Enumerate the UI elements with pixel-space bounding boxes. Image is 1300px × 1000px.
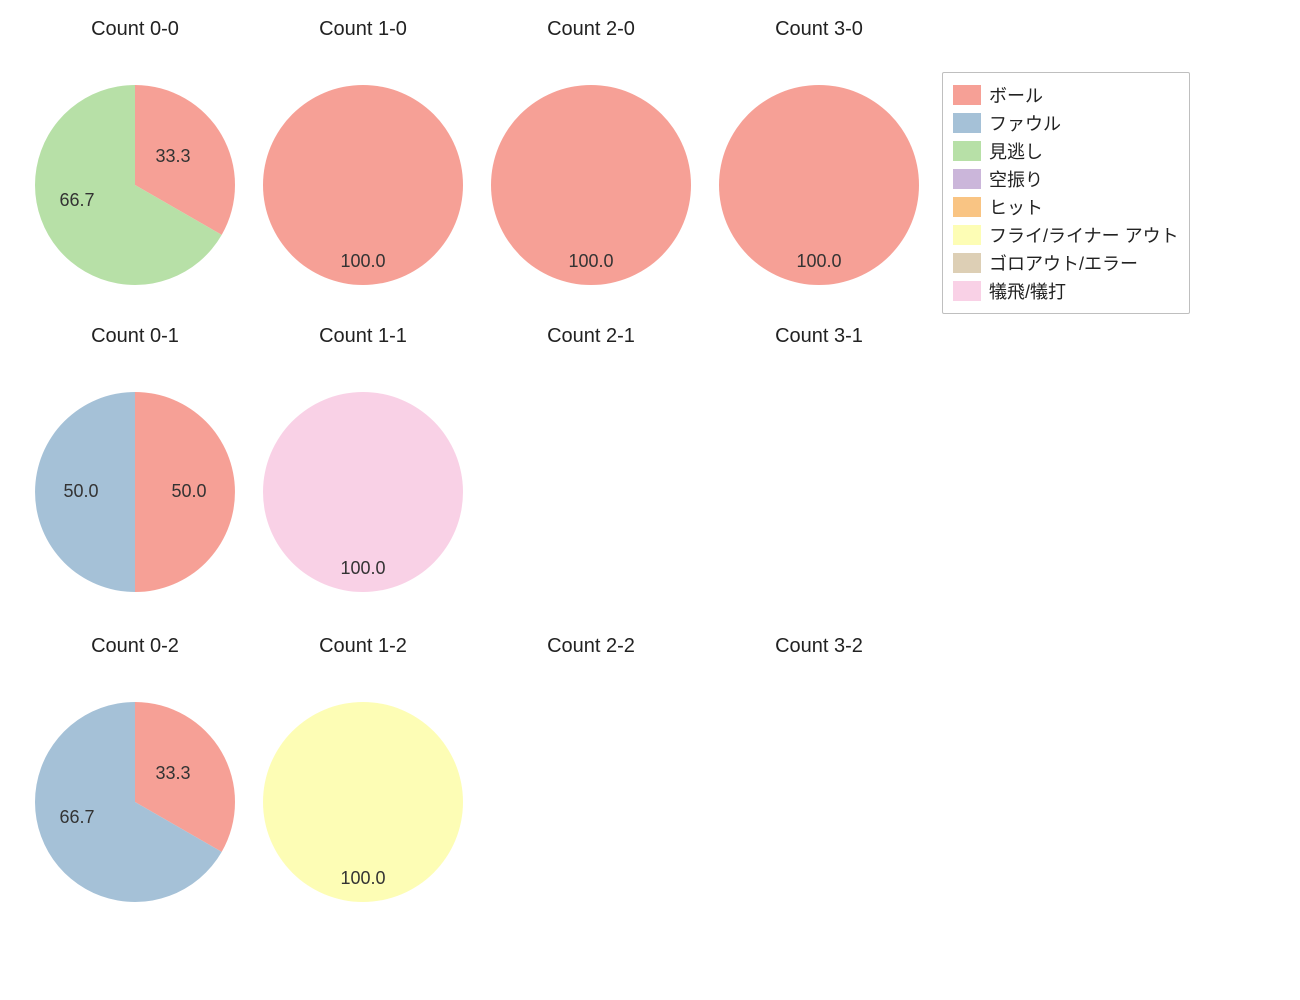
pie-cell: Count 0-0 33.3 66.7 (20, 18, 250, 288)
chart-canvas: Count 0-033.366.7Count 1-0100.0Count 2-0… (0, 0, 1300, 1000)
slice-label: 50.0 (63, 481, 98, 501)
legend-label: 空振り (989, 166, 1043, 192)
legend-label: ゴロアウト/エラー (989, 250, 1138, 276)
legend-item: ゴロアウト/エラー (953, 249, 1179, 277)
legend: ボールファウル見逃し空振りヒットフライ/ライナー アウトゴロアウト/エラー犠飛/… (942, 72, 1190, 314)
legend-swatch (953, 113, 981, 133)
legend-item: 空振り (953, 165, 1179, 193)
pie-chart: 100.0 (248, 70, 478, 300)
legend-swatch (953, 141, 981, 161)
pie-cell: Count 0-2 33.3 66.7 (20, 635, 250, 905)
cell-title: Count 1-0 (248, 18, 478, 41)
pie-cell: Count 2-1 (476, 325, 706, 595)
legend-label: ヒット (989, 194, 1043, 220)
legend-swatch (953, 169, 981, 189)
legend-label: ファウル (989, 110, 1061, 136)
legend-label: ボール (989, 82, 1043, 108)
slice-label: 50.0 (171, 481, 206, 501)
pie-chart: 100.0 (248, 687, 478, 917)
legend-swatch (953, 197, 981, 217)
pie-cell: Count 2-2 (476, 635, 706, 905)
legend-swatch (953, 253, 981, 273)
pie-chart: 50.0 50.0 (20, 377, 250, 607)
legend-item: 犠飛/犠打 (953, 277, 1179, 305)
cell-title: Count 1-1 (248, 325, 478, 348)
slice-label: 100.0 (248, 558, 478, 579)
pie-cell: Count 3-1 (704, 325, 934, 595)
legend-swatch (953, 85, 981, 105)
pie-cell: Count 1-2 100.0 (248, 635, 478, 905)
cell-title: Count 2-2 (476, 635, 706, 658)
slice-label: 100.0 (704, 251, 934, 272)
pie-cell: Count 1-0 100.0 (248, 18, 478, 288)
pie-chart: 100.0 (476, 70, 706, 300)
slice-label: 100.0 (476, 251, 706, 272)
legend-item: ボール (953, 81, 1179, 109)
cell-title: Count 3-0 (704, 18, 934, 41)
slice-label: 100.0 (248, 868, 478, 889)
cell-title: Count 2-0 (476, 18, 706, 41)
slice-label: 66.7 (59, 190, 94, 210)
legend-label: フライ/ライナー アウト (989, 222, 1179, 248)
legend-swatch (953, 281, 981, 301)
cell-title: Count 1-2 (248, 635, 478, 658)
slice-label: 33.3 (155, 146, 190, 166)
legend-label: 見逃し (989, 138, 1043, 164)
cell-title: Count 0-1 (20, 325, 250, 348)
pie-cell: Count 1-1 100.0 (248, 325, 478, 595)
pie-chart: 100.0 (248, 377, 478, 607)
legend-item: ヒット (953, 193, 1179, 221)
legend-swatch (953, 225, 981, 245)
cell-title: Count 0-0 (20, 18, 250, 41)
legend-item: 見逃し (953, 137, 1179, 165)
pie-chart: 33.3 66.7 (20, 687, 250, 917)
pie-cell: Count 0-1 50.0 50.0 (20, 325, 250, 595)
legend-item: フライ/ライナー アウト (953, 221, 1179, 249)
cell-title: Count 3-2 (704, 635, 934, 658)
pie-cell: Count 3-0 100.0 (704, 18, 934, 288)
cell-title: Count 0-2 (20, 635, 250, 658)
legend-label: 犠飛/犠打 (989, 278, 1066, 304)
cell-title: Count 2-1 (476, 325, 706, 348)
pie-cell: Count 2-0 100.0 (476, 18, 706, 288)
pie-cell: Count 3-2 (704, 635, 934, 905)
cell-title: Count 3-1 (704, 325, 934, 348)
slice-label: 66.7 (59, 807, 94, 827)
slice-label: 100.0 (248, 251, 478, 272)
legend-item: ファウル (953, 109, 1179, 137)
pie-chart: 100.0 (704, 70, 934, 300)
slice-label: 33.3 (155, 763, 190, 783)
pie-chart: 33.3 66.7 (20, 70, 250, 300)
